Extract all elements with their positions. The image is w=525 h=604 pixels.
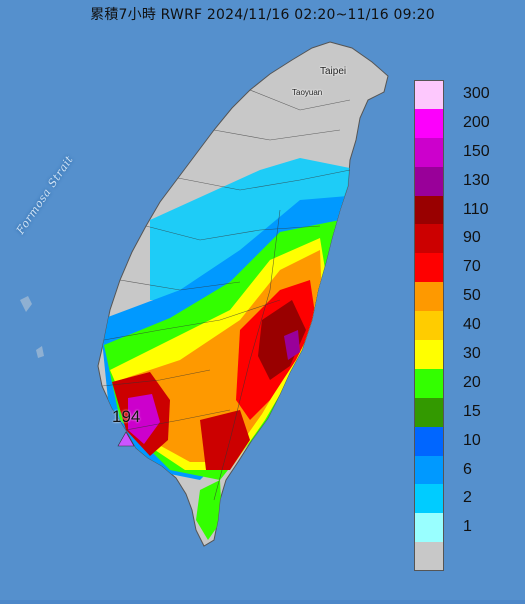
legend-item: 10 [414, 426, 509, 456]
small-island [36, 346, 44, 358]
legend-swatch [414, 513, 444, 543]
legend-item: 30 [414, 340, 509, 369]
rain-band-110mm [258, 300, 306, 380]
legend-swatch [414, 195, 444, 225]
legend-swatch [414, 224, 444, 254]
legend-label: 6 [463, 460, 472, 478]
legend-item: 150 [414, 137, 509, 167]
legend-label: 10 [463, 431, 481, 449]
legend-swatch [414, 455, 444, 485]
legend-swatch [414, 253, 444, 283]
rainfall-overlay [100, 158, 380, 540]
legend-label: 15 [463, 402, 481, 420]
legend-swatch [414, 340, 444, 369]
legend-item: 6 [414, 455, 509, 485]
label-taipei: Taipei [320, 66, 347, 77]
legend-swatch [414, 426, 444, 456]
legend-item: 50 [414, 282, 509, 312]
legend-label: 110 [463, 200, 489, 218]
legend-label: 30 [463, 345, 481, 363]
legend-item: 130 [414, 166, 509, 196]
legend-label: 20 [463, 373, 481, 391]
legend-item: 110 [414, 195, 509, 225]
legend-label: 130 [463, 171, 490, 189]
legend-item: 200 [414, 108, 509, 138]
legend-label: 200 [463, 113, 490, 131]
rain-band-150mm [128, 394, 160, 444]
legend-label: 150 [463, 142, 490, 160]
legend-swatch [414, 484, 444, 514]
legend-item: 90 [414, 224, 509, 254]
county-boundaries [101, 89, 351, 501]
legend-item: 70 [414, 253, 509, 283]
legend-item: 300 [414, 80, 509, 109]
legend-item: 40 [414, 311, 509, 341]
rain-band-90mm-southeast [200, 410, 250, 470]
legend-swatch [414, 166, 444, 196]
legend-label: 1 [463, 518, 472, 536]
legend-label: 50 [463, 287, 481, 305]
legend-label: 300 [463, 85, 490, 102]
penghu-island [20, 296, 32, 312]
legend-swatch [414, 137, 444, 167]
legend-label: 90 [463, 229, 481, 247]
legend: 300 200 150 130 110 90 70 50 40 30 20 15 10 6 2 1 [414, 80, 509, 572]
map-title: 累積7小時 RWRF 2024/11/16 02:20~11/16 09:20 [90, 7, 435, 23]
legend-item [414, 542, 509, 572]
label-taoyuan: Taoyuan [292, 88, 323, 97]
legend-label: 2 [463, 489, 472, 507]
legend-swatch [414, 282, 444, 312]
legend-swatch [414, 542, 444, 572]
legend-label: 70 [463, 258, 481, 276]
rain-band-2mm [150, 158, 380, 300]
legend-item: 15 [414, 397, 509, 427]
legend-swatch [414, 80, 444, 109]
legend-item: 2 [414, 484, 509, 514]
legend-item: 20 [414, 368, 509, 398]
max-value-label: 194 [112, 407, 141, 426]
legend-swatch [414, 368, 444, 398]
legend-swatch [414, 311, 444, 341]
rain-band-130mm [284, 330, 300, 360]
legend-swatch [414, 108, 444, 138]
legend-swatch [414, 397, 444, 427]
max-value-marker [117, 431, 135, 447]
legend-label: 40 [463, 316, 481, 334]
legend-item: 1 [414, 513, 509, 543]
